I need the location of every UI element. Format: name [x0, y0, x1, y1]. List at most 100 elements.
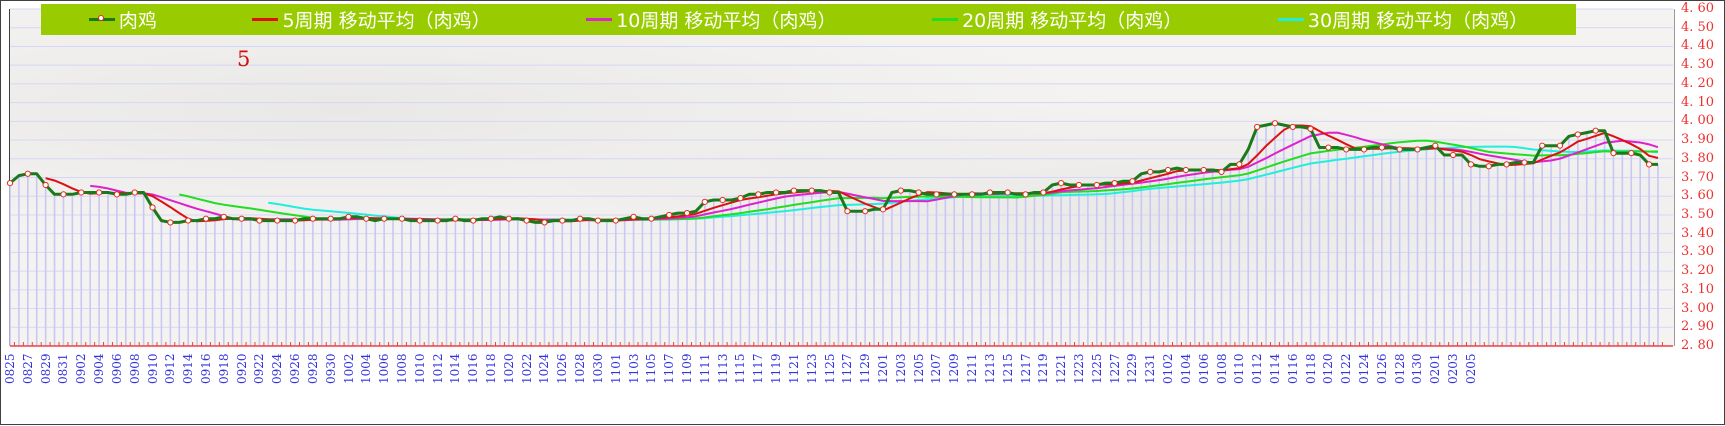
price-marker — [577, 215, 584, 222]
price-marker — [6, 180, 14, 187]
price-marker — [648, 215, 655, 222]
price-marker — [1343, 146, 1350, 153]
price-marker — [185, 217, 192, 224]
price-marker — [1485, 163, 1492, 170]
price-marker — [933, 191, 940, 198]
price-marker — [202, 215, 210, 222]
price-marker — [95, 189, 103, 196]
price-marker — [1539, 142, 1546, 149]
legend-label: 肉鸡 — [118, 10, 157, 32]
y-tick-label: 3. 90 — [1681, 132, 1715, 148]
price-marker — [612, 217, 619, 224]
x-tick-label: 0908 — [127, 353, 142, 384]
y-tick-label: 4. 20 — [1681, 75, 1715, 91]
x-tick-label: 0124 — [1357, 353, 1372, 384]
x-tick-label: 1002 — [341, 353, 356, 384]
x-tick-label: 0102 — [1161, 353, 1176, 384]
price-marker — [1271, 120, 1279, 127]
price-marker — [915, 189, 922, 196]
price-marker — [1325, 144, 1332, 151]
price-marker — [167, 219, 174, 226]
x-tick-label: 1113 — [715, 353, 730, 384]
legend-label: 30周期 移动平均（肉鸡） — [1307, 10, 1529, 32]
x-tick-label: 1026 — [555, 353, 570, 384]
y-tick-label: 3. 50 — [1681, 206, 1715, 222]
price-line — [9, 121, 1658, 224]
x-tick-label: 0116 — [1285, 353, 1300, 384]
legend-item-price: 肉鸡 — [88, 6, 157, 33]
price-marker — [1610, 150, 1617, 157]
y-tick-label: 4. 10 — [1681, 94, 1715, 110]
price-marker — [1414, 146, 1421, 153]
price-marker — [701, 198, 708, 205]
price-marker — [737, 194, 744, 202]
price-marker — [416, 217, 423, 224]
price-marker — [309, 215, 316, 222]
price-marker — [1075, 181, 1083, 189]
x-tick-label: 1223 — [1071, 353, 1086, 384]
x-tick-label: 1127 — [840, 353, 855, 384]
price-marker — [238, 215, 245, 222]
legend-swatch-ma20-icon — [932, 18, 959, 21]
x-tick-label: 1020 — [501, 353, 516, 384]
x-tick-label: 1205 — [911, 353, 926, 384]
x-tick-label: 0912 — [163, 353, 178, 384]
x-tick-label: 1010 — [412, 353, 427, 384]
x-tick-label: 0106 — [1196, 353, 1211, 384]
x-tick-label: 1125 — [822, 353, 837, 384]
legend-swatch-ma5-icon — [252, 18, 279, 21]
x-tick-label: 1014 — [448, 353, 463, 384]
price-marker — [1236, 161, 1243, 168]
price-marker — [1645, 161, 1653, 168]
price-marker — [1467, 161, 1475, 168]
x-tick-label: 1022 — [519, 353, 534, 384]
x-tick-label: 1115 — [733, 353, 748, 384]
price-marker — [1164, 166, 1172, 174]
x-tick-label: 0114 — [1267, 353, 1282, 384]
price-marker — [1396, 146, 1403, 153]
x-tick-label: 1215 — [1000, 353, 1015, 384]
x-tick-label: 0906 — [109, 353, 124, 384]
x-tick-label: 0128 — [1392, 353, 1407, 384]
x-tick-label: 1221 — [1054, 353, 1069, 384]
x-tick-label: 0831 — [56, 353, 71, 384]
price-marker — [131, 189, 138, 196]
price-marker — [1556, 142, 1564, 149]
price-marker — [1004, 189, 1011, 196]
price-marker — [1254, 123, 1261, 131]
y-tick-label: 3. 20 — [1681, 263, 1715, 279]
price-marker — [951, 191, 958, 198]
x-tick-label: 0205 — [1463, 353, 1478, 384]
x-tick-label: 1207 — [929, 353, 944, 384]
x-tick-label: 1105 — [644, 353, 659, 384]
x-tick-label: 1016 — [466, 353, 481, 384]
x-tick-label: 1129 — [858, 353, 873, 384]
price-marker — [1022, 191, 1029, 198]
x-tick-label: 1201 — [875, 353, 890, 384]
y-tick-label: 3. 80 — [1681, 150, 1715, 166]
x-tick-label: 1217 — [1018, 353, 1033, 384]
price-marker — [968, 191, 976, 198]
x-tick-label: 0928 — [305, 353, 320, 384]
legend-label: 5周期 移动平均（肉鸡） — [282, 10, 491, 32]
x-tick-label: 0112 — [1250, 353, 1265, 384]
price-marker — [1521, 159, 1528, 166]
x-tick-label: 1123 — [804, 353, 819, 384]
x-tick-label: 1028 — [573, 353, 588, 384]
x-tick-label: 1012 — [430, 353, 445, 384]
legend-label: 20周期 移动平均（肉鸡） — [962, 10, 1183, 32]
price-marker — [470, 217, 477, 224]
price-marker — [541, 219, 548, 226]
price-marker — [523, 217, 530, 224]
price-marker — [897, 187, 904, 194]
x-tick-label: 1209 — [947, 353, 962, 384]
y-tick-label: 3. 30 — [1681, 244, 1715, 260]
price-marker — [683, 209, 691, 217]
legend-swatch-price-icon — [88, 15, 115, 21]
y-tick-label: 3. 10 — [1681, 281, 1715, 297]
x-tick-label: 1008 — [394, 353, 409, 384]
price-marker — [256, 217, 263, 224]
x-tick-label: 0829 — [38, 353, 53, 384]
x-tick-label: 0916 — [198, 353, 213, 384]
